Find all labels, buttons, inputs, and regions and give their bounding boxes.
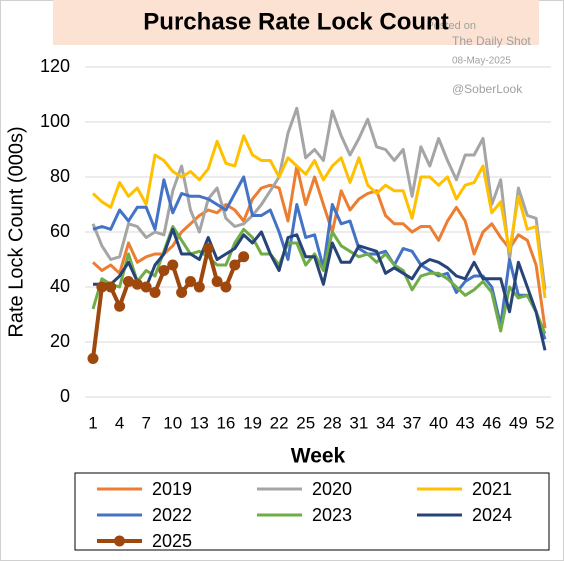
series-marker [167,259,179,271]
y-tick-label: 100 [40,111,70,131]
x-tick-label: 31 [349,413,368,432]
series-line [92,175,547,340]
x-tick-label: 40 [429,413,448,432]
watermark: Posted on [426,20,476,32]
series-marker [122,276,134,287]
x-tick-label: 43 [456,413,475,432]
series-marker [131,278,143,290]
x-tick-label: 1 [88,413,97,432]
legend-label: 2025 [152,531,192,551]
y-tick-label: 40 [50,276,70,296]
x-tick-label: 13 [190,413,209,432]
x-tick-label: 10 [163,413,182,432]
legend-label: 2020 [312,479,352,499]
series-marker [193,281,205,293]
watermark: The Daily Shot [452,34,531,48]
y-tick-label: 20 [50,331,70,351]
series-marker [105,281,117,293]
y-tick-label: 120 [40,56,70,76]
legend-label: 2022 [152,505,192,525]
series-marker [202,243,214,254]
watermark: 08-May-2025 [452,56,511,67]
x-tick-label: 7 [141,413,150,432]
series-marker [176,287,188,298]
y-axis-label: Rate Lock Count (000s) [5,126,27,337]
x-tick-label: 34 [376,413,395,432]
y-tick-label: 0 [60,386,70,406]
legend-label: 2023 [312,505,352,525]
series-line [91,164,547,329]
series-marker [149,287,161,298]
chart-title: Purchase Rate Lock Count [143,8,448,35]
series-marker [211,276,223,287]
legend-label: 2019 [152,479,192,499]
x-tick-label: 22 [270,413,289,432]
series-marker [87,353,99,364]
x-tick-label: 25 [296,413,315,432]
series-marker [229,259,241,271]
series-marker [184,276,196,287]
legend-box [74,472,550,551]
title-box [53,0,539,45]
x-tick-label: 28 [323,413,342,432]
x-tick-label: 19 [243,413,262,432]
x-tick-label: 4 [115,413,124,432]
series-marker [140,281,152,293]
series-marker [220,281,232,293]
series-marker [238,251,250,263]
legend-marker [114,535,125,547]
x-tick-label: 49 [509,413,528,432]
x-tick-label: 46 [482,413,501,432]
x-tick-label: 52 [536,413,555,432]
x-axis-label: Week [291,445,346,468]
x-tick-label: 37 [403,413,422,432]
x-tick-label: 16 [216,413,235,432]
series-line [91,106,547,290]
series-line [91,134,547,299]
series-marker [96,281,108,293]
legend-label: 2024 [472,505,512,525]
series-marker [158,265,170,276]
series-marker [114,300,126,312]
y-tick-label: 60 [50,221,70,241]
series-line [93,227,547,351]
watermark: @SoberLook [452,82,523,96]
legend-label: 2021 [472,479,512,499]
y-tick-label: 80 [50,166,70,186]
